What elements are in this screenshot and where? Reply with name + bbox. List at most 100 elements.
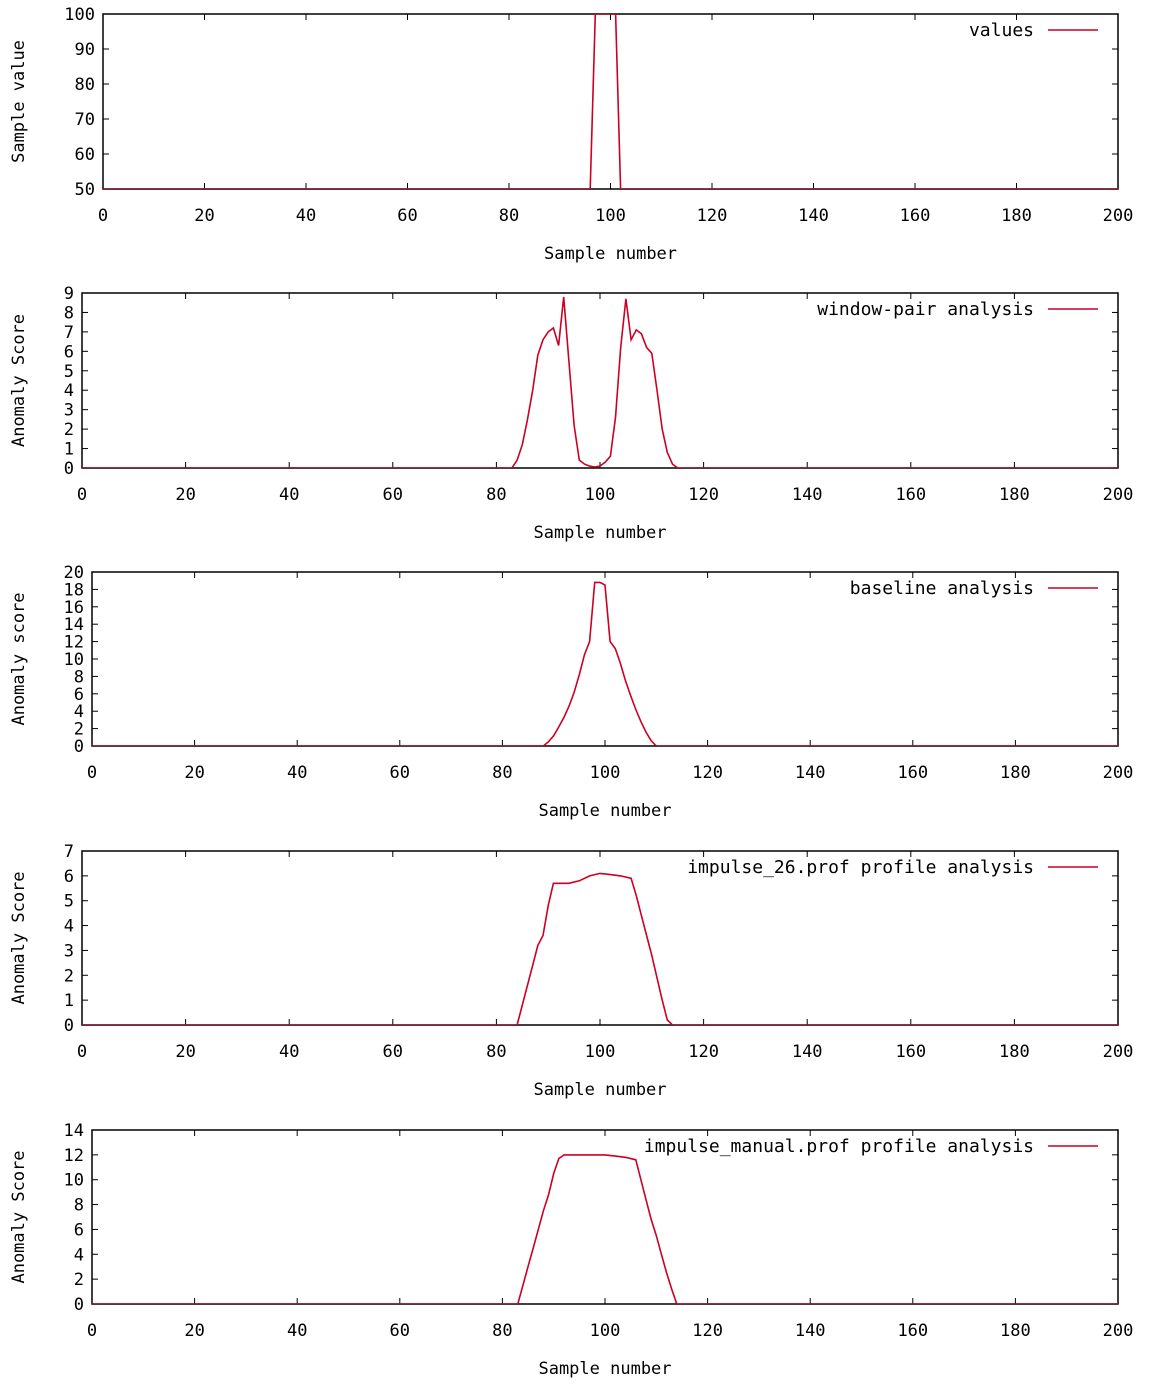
y-tick-label: 8 (74, 667, 84, 687)
y-tick-label: 10 (64, 1171, 84, 1191)
legend-label: window-pair analysis (817, 299, 1034, 320)
x-tick-label: 120 (697, 206, 728, 226)
y-tick-label: 7 (64, 323, 74, 343)
x-tick-label: 120 (688, 1042, 719, 1062)
x-tick-label: 180 (1000, 1321, 1031, 1341)
series-line (82, 873, 1118, 1025)
x-tick-label: 200 (1103, 206, 1134, 226)
chart-2: 0 20 40 60 80 100 120 140 160 180 2000123456789Sam… (9, 284, 1133, 543)
y-axis-label: Anomaly score (9, 592, 29, 725)
x-tick-label: 140 (792, 485, 823, 505)
y-tick-label: 16 (64, 598, 84, 618)
y-tick-label: 70 (75, 110, 95, 130)
x-axis-label: Sample number (538, 1359, 671, 1379)
y-tick-label: 4 (64, 381, 74, 401)
y-tick-label: 0 (74, 737, 84, 757)
x-tick-label: 160 (895, 1042, 926, 1062)
x-tick-label: 140 (792, 1042, 823, 1062)
x-tick-label: 20 (194, 206, 214, 226)
legend-label: impulse_26.prof profile analysis (687, 857, 1034, 878)
y-tick-label: 2 (74, 720, 84, 740)
y-axis-label: Anomaly Score (9, 871, 29, 1004)
x-tick-label: 200 (1103, 1321, 1134, 1341)
y-tick-label: 50 (75, 180, 95, 200)
y-tick-label: 3 (64, 401, 74, 421)
x-tick-label: 20 (175, 485, 195, 505)
x-tick-label: 40 (287, 1321, 307, 1341)
x-tick-label: 80 (499, 206, 519, 226)
y-tick-label: 6 (74, 685, 84, 705)
x-tick-label: 0 (87, 1321, 97, 1341)
y-tick-label: 5 (64, 362, 74, 382)
y-tick-label: 6 (64, 342, 74, 362)
legend-label: baseline analysis (850, 578, 1034, 599)
x-axis-label: Sample number (544, 244, 677, 264)
x-tick-label: 20 (184, 763, 204, 783)
legend-label: impulse_manual.prof profile analysis (644, 1136, 1034, 1157)
y-tick-label: 4 (74, 702, 84, 722)
x-tick-label: 0 (87, 763, 97, 783)
x-tick-label: 180 (1000, 763, 1031, 783)
x-tick-label: 180 (1001, 206, 1032, 226)
x-tick-label: 80 (492, 763, 512, 783)
y-axis-label: Sample value (9, 40, 29, 163)
x-tick-label: 20 (184, 1321, 204, 1341)
x-tick-label: 60 (383, 1042, 403, 1062)
x-tick-label: 0 (77, 485, 87, 505)
y-tick-label: 20 (64, 563, 84, 583)
series-line (92, 582, 1118, 746)
x-tick-label: 200 (1103, 485, 1134, 505)
x-tick-label: 160 (900, 206, 931, 226)
y-tick-label: 10 (64, 650, 84, 670)
chart-5: 0 20 40 60 80 100 120 140 160 180 200 0 2 4 6 8 10 12 14 Sa… (9, 1121, 1133, 1379)
y-tick-label: 80 (75, 75, 95, 95)
x-tick-label: 40 (279, 1042, 299, 1062)
y-tick-label: 1 (64, 991, 74, 1011)
y-tick-label: 18 (64, 580, 84, 600)
y-tick-label: 2 (64, 966, 74, 986)
x-tick-label: 100 (585, 485, 616, 505)
series-line (103, 14, 1118, 189)
x-tick-label: 0 (98, 206, 108, 226)
y-tick-label: 1 (64, 440, 74, 460)
y-tick-label: 12 (64, 1146, 84, 1166)
y-tick-label: 12 (64, 633, 84, 653)
x-axis-label: Sample number (533, 523, 666, 543)
x-tick-label: 0 (77, 1042, 87, 1062)
x-tick-label: 40 (296, 206, 316, 226)
x-tick-label: 40 (287, 763, 307, 783)
y-tick-label: 14 (64, 615, 84, 635)
y-tick-label: 2 (64, 420, 74, 440)
x-tick-label: 80 (492, 1321, 512, 1341)
x-tick-label: 200 (1103, 1042, 1134, 1062)
x-tick-label: 160 (897, 763, 928, 783)
series-line (82, 297, 1118, 468)
x-tick-label: 60 (397, 206, 417, 226)
x-tick-label: 60 (390, 763, 410, 783)
x-tick-label: 140 (798, 206, 829, 226)
y-tick-label: 8 (64, 303, 74, 323)
x-tick-label: 120 (692, 1321, 723, 1341)
x-tick-label: 80 (486, 485, 506, 505)
y-axis-label: Anomaly Score (9, 1150, 29, 1283)
y-tick-label: 4 (64, 917, 74, 937)
y-tick-label: 14 (64, 1121, 84, 1141)
y-tick-label: 4 (74, 1245, 84, 1265)
chart-3: 0 20 40 60 80 100 120 140 160 180 2000246810121416… (9, 563, 1133, 821)
legend-label: values (969, 20, 1034, 41)
x-tick-label: 80 (486, 1042, 506, 1062)
y-axis-label: Anomaly Score (9, 314, 29, 447)
y-tick-label: 5 (64, 892, 74, 912)
y-tick-label: 2 (74, 1270, 84, 1290)
y-tick-label: 7 (64, 842, 74, 862)
x-tick-label: 100 (585, 1042, 616, 1062)
x-tick-label: 140 (795, 763, 826, 783)
y-tick-label: 8 (74, 1196, 84, 1216)
y-tick-label: 6 (64, 867, 74, 887)
x-tick-label: 60 (390, 1321, 410, 1341)
x-tick-label: 140 (795, 1321, 826, 1341)
x-axis-label: Sample number (533, 1080, 666, 1100)
x-tick-label: 200 (1103, 763, 1134, 783)
